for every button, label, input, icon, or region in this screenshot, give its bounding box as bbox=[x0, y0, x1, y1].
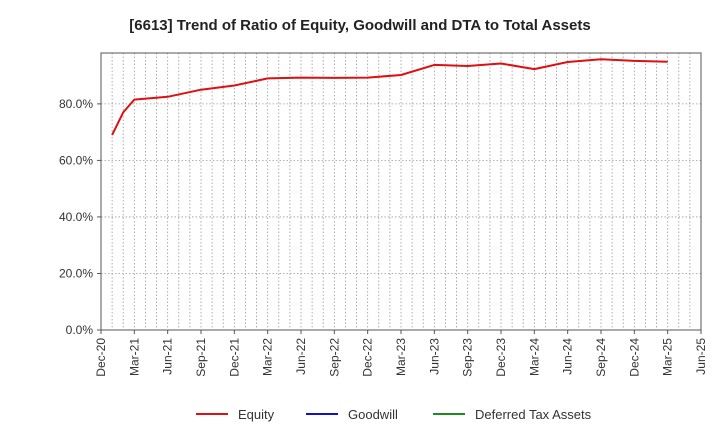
y-tick-label: 40.0% bbox=[59, 210, 93, 224]
x-tick-label: Jun-24 bbox=[561, 338, 575, 375]
y-tick-label: 20.0% bbox=[59, 266, 93, 280]
x-tick-label: Mar-23 bbox=[394, 338, 408, 376]
x-tick-label: Mar-25 bbox=[661, 338, 675, 376]
x-tick-label: Sep-24 bbox=[594, 338, 608, 377]
x-tick-label: Sep-23 bbox=[461, 338, 475, 377]
series-line-equity bbox=[111, 58, 668, 136]
y-tick-label: 80.0% bbox=[59, 97, 93, 111]
x-tick-label: Sep-22 bbox=[327, 338, 341, 377]
x-tick-label: Jun-22 bbox=[294, 338, 308, 375]
y-tick-label: 0.0% bbox=[66, 323, 94, 337]
legend-label-equity: Equity bbox=[238, 407, 275, 422]
legend: Equity Goodwill Deferred Tax Assets bbox=[196, 407, 592, 422]
x-tick-label: Mar-22 bbox=[261, 338, 275, 376]
x-tick-label: Dec-24 bbox=[627, 338, 641, 377]
x-tick-label: Dec-21 bbox=[227, 338, 241, 377]
legend-label-goodwill: Goodwill bbox=[348, 407, 398, 422]
x-tick-label: Dec-20 bbox=[94, 338, 108, 377]
x-tick-label: Sep-21 bbox=[194, 338, 208, 377]
x-tick-label: Jun-25 bbox=[694, 338, 708, 375]
x-tick-label: Mar-21 bbox=[127, 338, 141, 376]
series-lines bbox=[111, 58, 668, 136]
x-tick-label: Dec-23 bbox=[494, 338, 508, 377]
legend-label-deferred-tax-assets: Deferred Tax Assets bbox=[475, 407, 592, 422]
x-tick-label: Jun-21 bbox=[161, 338, 175, 375]
x-tick-label: Mar-24 bbox=[527, 338, 541, 376]
x-tick-label: Jun-23 bbox=[427, 338, 441, 375]
y-tick-label: 60.0% bbox=[59, 153, 93, 167]
grid bbox=[100, 53, 702, 330]
axes: 0.0% 20.0% 40.0% 60.0% 80.0% Dec-20 Mar-21 Jun-… bbox=[59, 52, 708, 377]
chart-title: [6613] Trend of Ratio of Equity, Goodwil… bbox=[129, 17, 590, 34]
x-tick-label: Dec-22 bbox=[361, 338, 375, 377]
